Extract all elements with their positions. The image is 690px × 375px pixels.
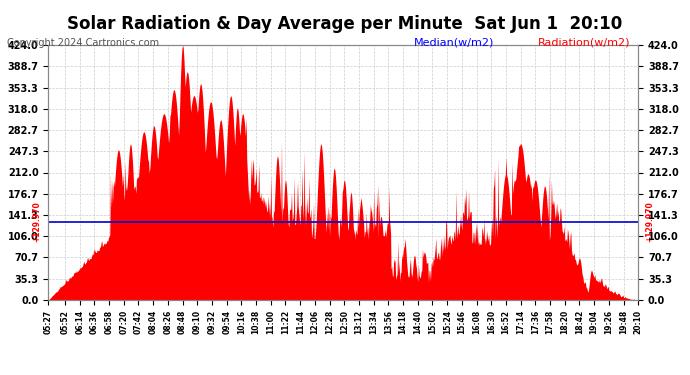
Text: Solar Radiation & Day Average per Minute  Sat Jun 1  20:10: Solar Radiation & Day Average per Minute… (68, 15, 622, 33)
Text: Median(w/m2): Median(w/m2) (414, 38, 494, 48)
Text: +129.970: +129.970 (32, 201, 41, 242)
Text: +129.970: +129.970 (645, 201, 654, 242)
Text: Copyright 2024 Cartronics.com: Copyright 2024 Cartronics.com (7, 38, 159, 48)
Text: Radiation(w/m2): Radiation(w/m2) (538, 38, 631, 48)
